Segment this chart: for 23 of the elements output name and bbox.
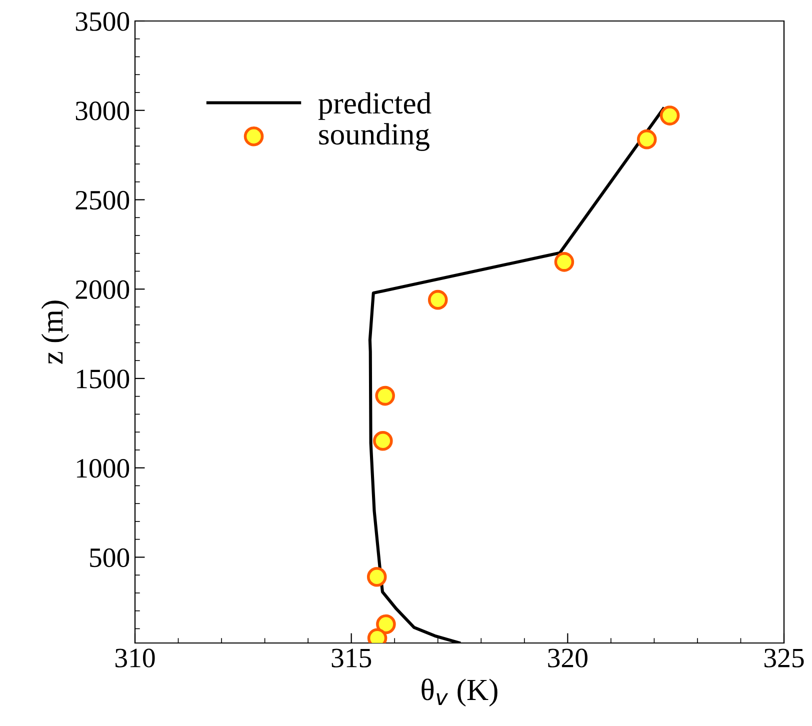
y-tick-label: 1500 — [77, 370, 130, 388]
point — [373, 430, 393, 451]
x-tick-label: 325 — [764, 648, 804, 668]
point — [554, 252, 574, 272]
point — [660, 106, 680, 126]
y-tick-label: 1000 — [77, 459, 130, 478]
point — [428, 290, 448, 310]
legend-label: predicted — [318, 92, 432, 120]
point — [636, 129, 657, 150]
point — [376, 614, 396, 634]
x-tick-label: 310 — [115, 648, 155, 668]
point — [375, 386, 395, 406]
point — [366, 566, 387, 587]
y-tick-label: 3000 — [76, 102, 130, 120]
y-tick-label: 500 — [90, 548, 130, 568]
y-tick-label: 2000 — [76, 280, 130, 300]
x-axis-title: θ$_{v}$ (K) — [422, 678, 498, 706]
y-tick-label: 2500 — [76, 190, 130, 210]
legend-label: sounding — [319, 123, 430, 151]
y-tick-label: 3500 — [76, 12, 130, 31]
y-axis-title: z (m) — [41, 300, 70, 364]
x-tick-label: 320 — [548, 648, 588, 668]
x-tick-label: 315 — [332, 648, 372, 668]
